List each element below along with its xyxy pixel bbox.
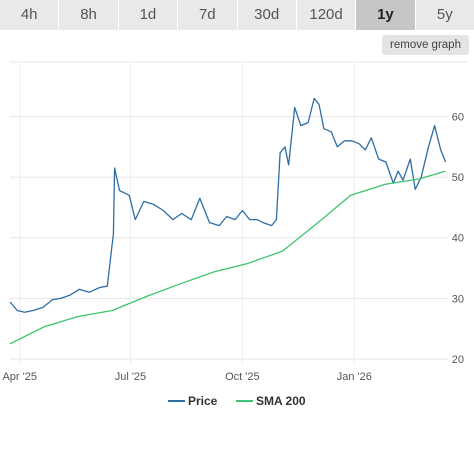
y-tick-label: 40	[452, 233, 464, 245]
legend-label[interactable]: Price	[188, 394, 218, 408]
tab-4h[interactable]: 4h	[0, 0, 60, 30]
x-tick-label: Oct '25	[225, 371, 260, 383]
series-line-price	[9, 97, 447, 313]
tab-1y[interactable]: 1y	[356, 0, 416, 30]
remove-graph-button[interactable]: remove graph	[382, 35, 469, 55]
tab-5y[interactable]: 5y	[415, 0, 474, 30]
tab-120d[interactable]: 120d	[296, 0, 357, 30]
x-tick-label: Jul '25	[115, 371, 146, 383]
y-tick-label: 60	[452, 112, 464, 124]
tab-8h[interactable]: 8h	[59, 0, 119, 30]
timeframe-tabs: 4h 8h 1d 7d 30d 120d 1y 5y	[0, 0, 474, 30]
x-tick-label: Apr '25	[2, 371, 37, 383]
legend-label[interactable]: SMA 200	[256, 394, 306, 408]
y-tick-label: 20	[452, 354, 464, 366]
y-tick-label: 30	[452, 293, 464, 305]
y-tick-label: 50	[452, 172, 464, 184]
series-line-sma-200	[9, 170, 446, 345]
tab-7d[interactable]: 7d	[178, 0, 238, 30]
tab-1d[interactable]: 1d	[118, 0, 179, 30]
x-tick-label: Jan '26	[337, 371, 372, 383]
tab-30d[interactable]: 30d	[237, 0, 297, 30]
